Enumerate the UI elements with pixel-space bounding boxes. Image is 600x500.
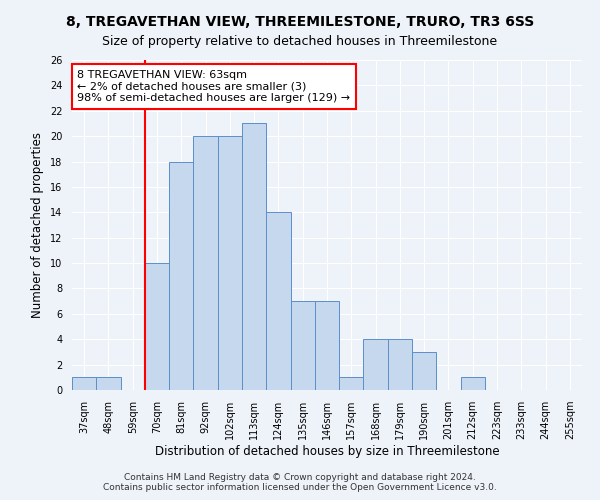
- Bar: [461, 378, 485, 390]
- Bar: [364, 339, 388, 390]
- Bar: [315, 301, 339, 390]
- Text: Size of property relative to detached houses in Threemilestone: Size of property relative to detached ho…: [103, 35, 497, 48]
- Text: 8 TREGAVETHAN VIEW: 63sqm
← 2% of detached houses are smaller (3)
98% of semi-de: 8 TREGAVETHAN VIEW: 63sqm ← 2% of detach…: [77, 70, 350, 103]
- Text: Contains HM Land Registry data © Crown copyright and database right 2024.
Contai: Contains HM Land Registry data © Crown c…: [103, 473, 497, 492]
- Bar: [266, 212, 290, 390]
- Bar: [290, 301, 315, 390]
- Bar: [193, 136, 218, 390]
- Bar: [96, 378, 121, 390]
- Bar: [242, 124, 266, 390]
- Bar: [388, 339, 412, 390]
- Text: 8, TREGAVETHAN VIEW, THREEMILESTONE, TRURO, TR3 6SS: 8, TREGAVETHAN VIEW, THREEMILESTONE, TRU…: [66, 15, 534, 29]
- Bar: [218, 136, 242, 390]
- Bar: [169, 162, 193, 390]
- Bar: [72, 378, 96, 390]
- Bar: [145, 263, 169, 390]
- Bar: [412, 352, 436, 390]
- X-axis label: Distribution of detached houses by size in Threemilestone: Distribution of detached houses by size …: [155, 445, 499, 458]
- Y-axis label: Number of detached properties: Number of detached properties: [31, 132, 44, 318]
- Bar: [339, 378, 364, 390]
